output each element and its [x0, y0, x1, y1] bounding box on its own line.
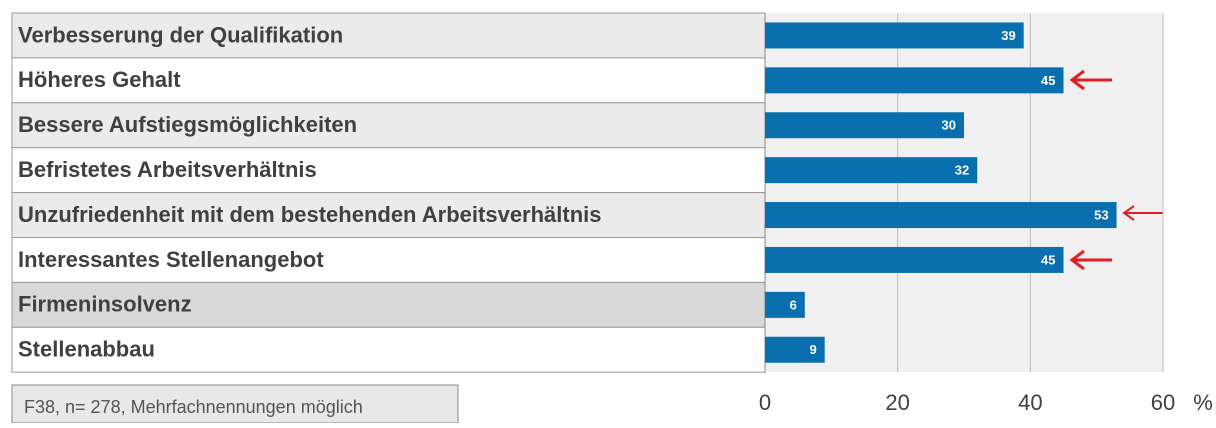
category-label: Interessantes Stellenangebot	[18, 247, 324, 272]
bar	[765, 112, 964, 139]
bar	[765, 202, 1117, 229]
x-tick-label: 60	[1151, 390, 1175, 415]
value-label: 53	[1094, 207, 1108, 222]
arrow	[1069, 249, 1112, 271]
arrow	[1069, 69, 1112, 91]
x-unit: %	[1193, 390, 1213, 415]
plot-area	[765, 13, 1163, 372]
label-cell	[11, 326, 766, 373]
label-cell	[11, 57, 766, 104]
rows	[11, 12, 766, 373]
note: F38, n= 278, Mehrfachnennungen möglich	[24, 397, 363, 417]
bar	[765, 67, 1064, 94]
label-cell	[11, 102, 766, 149]
value-label: 32	[955, 163, 969, 178]
x-tick-label: 0	[759, 390, 771, 415]
arrows	[1069, 69, 1163, 271]
category-label: Verbesserung der Qualifikation	[18, 22, 343, 47]
value-label: 6	[790, 297, 797, 312]
label-cell	[11, 192, 766, 239]
value-label: 45	[1041, 73, 1055, 88]
category-label: Bessere Aufstiegsmöglichkeiten	[18, 112, 357, 137]
x-tick-label: 40	[1018, 390, 1042, 415]
bar	[765, 246, 1064, 273]
value-label: 30	[942, 118, 956, 133]
bar	[765, 291, 805, 318]
label-cell	[11, 147, 766, 194]
label-cell	[11, 12, 766, 59]
value-label: 45	[1041, 252, 1055, 267]
category-label: Stellenabbau	[18, 337, 155, 362]
category-label: Befristetes Arbeitsverhältnis	[18, 157, 317, 182]
label-cell	[11, 237, 766, 283]
category-label: Firmeninsolvenz	[18, 292, 192, 317]
x-tick-label: 20	[885, 390, 909, 415]
bar	[765, 22, 1024, 49]
value-label: 9	[809, 342, 816, 357]
category-label: Unzufriedenheit mit dem bestehenden Arbe…	[18, 202, 602, 227]
category-label: Höheres Gehalt	[18, 67, 181, 92]
bar	[765, 336, 825, 363]
bar	[765, 157, 978, 184]
arrow	[1122, 205, 1163, 221]
value-label: 39	[1001, 28, 1015, 43]
